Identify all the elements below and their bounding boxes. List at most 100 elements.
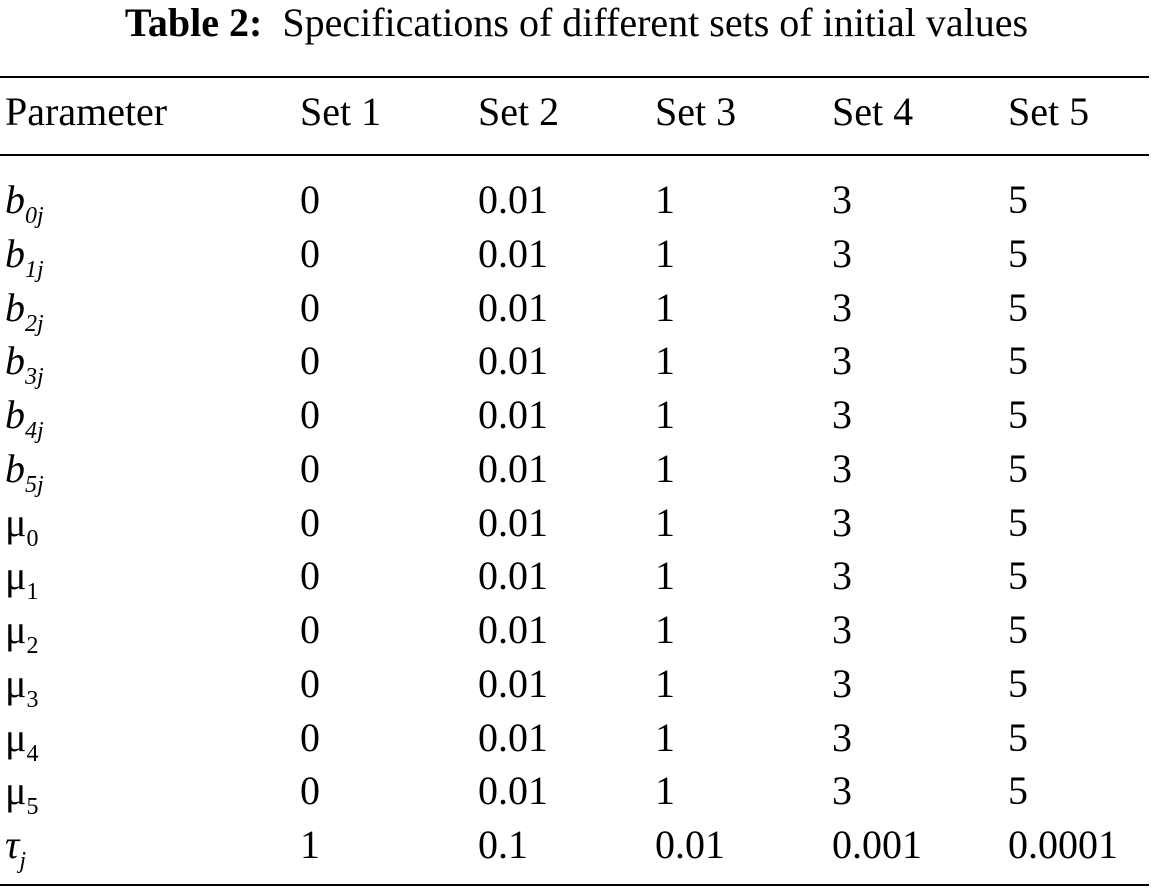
parameter-cell: b1j	[5, 230, 44, 284]
parameter-cell: b0j	[5, 176, 44, 230]
header-cell: Set 3	[655, 89, 737, 134]
caption-text: Specifications of different sets of init…	[282, 0, 1029, 45]
parameter-cell: b3j	[5, 337, 44, 391]
value-cell: 5	[1008, 660, 1028, 706]
value-cell: 0.01	[478, 553, 548, 599]
value-cell: 1	[655, 338, 675, 384]
value-cell: 5	[1008, 338, 1028, 384]
header-cell: Parameter	[5, 89, 168, 134]
value-cell: 0.01	[478, 607, 548, 652]
parameter-subscript: 4	[26, 740, 39, 767]
value-cell: 5	[1008, 553, 1028, 599]
value-cell: 1	[655, 392, 675, 437]
parameter-cell: b4j	[5, 391, 44, 445]
parameter-symbol: μ	[5, 714, 27, 760]
value-cell: 1	[300, 822, 320, 867]
mid-rule	[0, 154, 1149, 156]
value-cell: 1	[655, 445, 675, 491]
value-cell: 0.01	[478, 284, 548, 330]
value-cell: 3	[832, 553, 852, 599]
value-cell: 0.01	[478, 445, 548, 491]
parameter-symbol: b	[5, 392, 25, 437]
value-cell: 0.01	[478, 768, 548, 814]
parameter-symbol: b	[5, 230, 25, 276]
parameter-symbol: μ	[5, 768, 27, 814]
value-cell: 3	[832, 445, 852, 491]
value-cell: 0.01	[478, 338, 548, 384]
value-cell: 5	[1008, 607, 1028, 652]
value-cell: 0.01	[655, 822, 725, 867]
value-cell: 5	[1008, 499, 1028, 545]
value-cell: 0	[300, 714, 320, 760]
value-cell: 5	[1008, 768, 1028, 814]
parameter-subscript: 0	[26, 525, 39, 552]
parameter-subscript: j	[19, 848, 26, 874]
value-cell: 0	[300, 177, 320, 222]
value-cell: 1	[655, 177, 675, 222]
parameter-subscript: 1j	[25, 256, 44, 283]
parameter-symbol: μ	[5, 660, 27, 706]
value-cell: 0	[300, 660, 320, 706]
value-cell: 3	[832, 338, 852, 384]
parameter-subscript: 0j	[25, 203, 44, 229]
value-cell: 0.1	[478, 822, 528, 867]
value-cell: 3	[832, 392, 852, 437]
value-cell: 5	[1008, 230, 1028, 276]
value-cell: 0	[300, 553, 320, 599]
parameter-cell: μ2	[5, 606, 38, 660]
value-cell: 0	[300, 230, 320, 276]
parameter-symbol: τ	[5, 822, 20, 867]
header-cell: Set 2	[478, 89, 560, 134]
value-cell: 5	[1008, 714, 1028, 760]
parameter-cell: μ0	[5, 499, 38, 553]
value-cell: 0	[300, 768, 320, 814]
caption: Table 2: Specifications of different set…	[0, 0, 1153, 46]
value-cell: 3	[832, 284, 852, 330]
parameter-cell: b2j	[5, 284, 44, 338]
value-cell: 1	[655, 768, 675, 814]
value-cell: 0.0001	[1008, 822, 1118, 867]
value-cell: 0.01	[478, 392, 548, 437]
value-cell: 0	[300, 445, 320, 491]
value-cell: 0	[300, 284, 320, 330]
parameter-symbol: μ	[5, 553, 27, 599]
parameter-cell: μ5	[5, 767, 38, 821]
parameter-cell: b5j	[5, 445, 44, 499]
value-cell: 0	[300, 499, 320, 545]
parameter-subscript: 5	[26, 794, 39, 821]
value-cell: 1	[655, 284, 675, 330]
parameter-subscript: 2j	[25, 310, 44, 337]
value-cell: 1	[655, 660, 675, 706]
value-cell: 0.01	[478, 177, 548, 222]
parameter-symbol: μ	[5, 607, 27, 652]
parameter-subscript: 2	[26, 633, 39, 659]
value-cell: 3	[832, 714, 852, 760]
value-cell: 0	[300, 607, 320, 652]
parameter-subscript: 4j	[25, 418, 44, 444]
parameter-cell: μ3	[5, 660, 38, 714]
parameter-symbol: b	[5, 284, 25, 330]
header-cell: Set 1	[300, 89, 382, 134]
value-cell: 3	[832, 499, 852, 545]
value-cell: 5	[1008, 392, 1028, 437]
value-cell: 3	[832, 177, 852, 222]
parameter-symbol: μ	[5, 499, 27, 545]
parameter-subscript: 5j	[25, 471, 44, 498]
parameter-subscript: 1	[26, 579, 39, 606]
value-cell: 0.001	[832, 822, 922, 867]
parameter-cell: τj	[5, 821, 26, 875]
value-cell: 1	[655, 230, 675, 276]
parameter-subscript: 3	[26, 686, 39, 713]
value-cell: 3	[832, 607, 852, 652]
parameter-cell: μ1	[5, 552, 38, 606]
value-cell: 0	[300, 338, 320, 384]
value-cell: 5	[1008, 445, 1028, 491]
value-cell: 0	[300, 392, 320, 437]
value-cell: 3	[832, 230, 852, 276]
value-cell: 1	[655, 553, 675, 599]
value-cell: 0.01	[478, 499, 548, 545]
value-cell: 0.01	[478, 230, 548, 276]
header-cell: Set 4	[832, 89, 914, 134]
value-cell: 0.01	[478, 660, 548, 706]
